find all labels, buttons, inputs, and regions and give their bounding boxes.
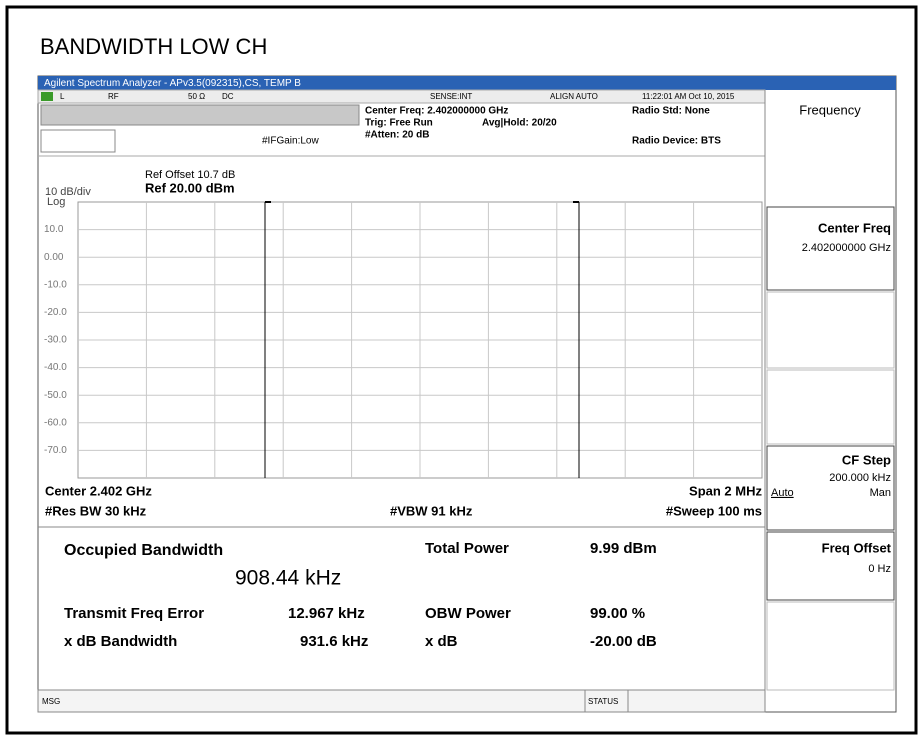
- result-value: 12.967 kHz: [288, 605, 365, 622]
- status-label: STATUS: [588, 697, 618, 706]
- footer-rbw: #Res BW 30 kHz: [45, 503, 147, 518]
- softkey-menu: Frequency: [799, 102, 861, 117]
- setting: Radio Std: None: [632, 106, 710, 117]
- scale-per-div: 10 dB/div: [45, 186, 91, 198]
- result-label: x dB Bandwidth: [64, 633, 177, 650]
- result-value: 908.44 kHz: [235, 567, 341, 590]
- result-value: 9.99 dBm: [590, 540, 657, 557]
- setting: Trig: Free Run: [365, 118, 433, 129]
- softkey-value: 200.000 kHz: [829, 472, 891, 484]
- result-label: Transmit Freq Error: [64, 605, 204, 622]
- y-tick-label: -70.0: [44, 445, 67, 456]
- softkey-label: Center Freq: [818, 220, 891, 235]
- y-tick-label: -10.0: [44, 279, 67, 290]
- status-item: ALIGN AUTO: [550, 92, 598, 101]
- y-tick-label: 0.00: [44, 252, 64, 263]
- softkey[interactable]: [766, 291, 895, 369]
- entry-bar: [40, 104, 360, 126]
- title-bar: [38, 76, 896, 90]
- y-tick-label: -40.0: [44, 362, 67, 373]
- setting: Avg|Hold: 20/20: [482, 118, 557, 129]
- setting: Center Freq: 2.402000000 GHz: [365, 106, 508, 117]
- result-label: Total Power: [425, 540, 509, 557]
- y-tick-label: -50.0: [44, 390, 67, 401]
- y-tick-label: 10.0: [44, 224, 64, 235]
- y-tick-label: -20.0: [44, 307, 67, 318]
- softkey-label: CF Step: [842, 452, 891, 467]
- result-value: 99.00 %: [590, 605, 645, 622]
- softkey[interactable]: [766, 531, 895, 601]
- y-tick-label: -60.0: [44, 417, 67, 428]
- result-label: Occupied Bandwidth: [64, 542, 223, 559]
- page-title: BANDWIDTH LOW CH: [40, 34, 267, 59]
- softkey[interactable]: [766, 601, 895, 691]
- softkey[interactable]: [766, 445, 895, 531]
- footer-center: Center 2.402 GHz: [45, 483, 152, 498]
- result-value: 931.6 kHz: [300, 633, 368, 650]
- status-item: DC: [222, 92, 234, 101]
- footer-vbw: #VBW 91 kHz: [390, 503, 473, 518]
- message-bar: [37, 689, 766, 713]
- setting: #Atten: 20 dB: [365, 130, 429, 141]
- status-icon: [41, 92, 53, 101]
- footer-sweep: #Sweep 100 ms: [666, 503, 762, 518]
- footer-span: Span 2 MHz: [689, 483, 762, 498]
- y-tick-label: -30.0: [44, 335, 67, 346]
- status-item: 11:22:01 AM Oct 10, 2015: [642, 92, 735, 101]
- result-label: OBW Power: [425, 605, 511, 622]
- softkey-value: 2.402000000 GHz: [802, 242, 891, 254]
- status-item: 50 Ω: [188, 92, 205, 101]
- softkey[interactable]: [766, 369, 895, 445]
- status-item: L: [60, 92, 65, 101]
- setting: Radio Device: BTS: [632, 136, 721, 147]
- softkey[interactable]: [766, 206, 895, 291]
- softkey-value: 0 Hz: [868, 563, 891, 575]
- msg-label: MSG: [42, 697, 60, 706]
- status-item: RF: [108, 92, 119, 101]
- result-value: -20.00 dB: [590, 633, 657, 650]
- scale-type: Log: [47, 196, 65, 208]
- window-title: Agilent Spectrum Analyzer - APv3.5(09231…: [44, 78, 301, 89]
- softkey-option: Auto: [771, 487, 794, 499]
- result-label: x dB: [425, 633, 458, 650]
- setting: #IFGain:Low: [262, 136, 319, 147]
- entry-box: [40, 129, 116, 153]
- status-item: SENSE:INT: [430, 92, 472, 101]
- softkey-label: Freq Offset: [822, 540, 892, 555]
- softkey-option: Man: [870, 487, 891, 499]
- ref-level: Ref 20.00 dBm: [145, 180, 235, 195]
- ref-offset: Ref Offset 10.7 dB: [145, 169, 235, 181]
